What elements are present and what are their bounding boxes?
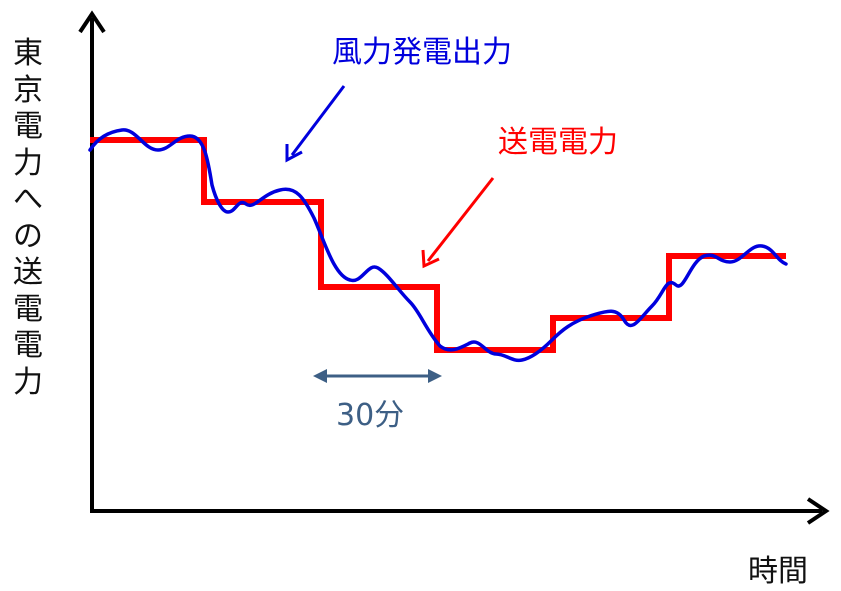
y-axis-label: 東京電力への送電電力 [13,36,43,400]
wind-output-arrow-shaft [290,85,346,156]
interval-arrowhead-left [313,369,327,383]
y-axis-arrowhead [78,10,106,34]
transmitted-power-arrow-shaft [426,177,495,262]
wind-output-arrowhead [285,144,303,163]
x-axis-arrowhead [806,497,830,525]
transmitted-power-step-line [90,137,786,353]
interval-label: 30分 [336,398,405,433]
wind-output-line [88,128,788,363]
x-axis-label: 時間 [748,554,808,589]
transmitted-power-label: 送電電力 [498,125,618,160]
transmitted-power-arrowhead [421,249,440,269]
wind-output-label: 風力発電出力 [332,35,512,70]
interval-arrowhead-right [428,369,442,383]
